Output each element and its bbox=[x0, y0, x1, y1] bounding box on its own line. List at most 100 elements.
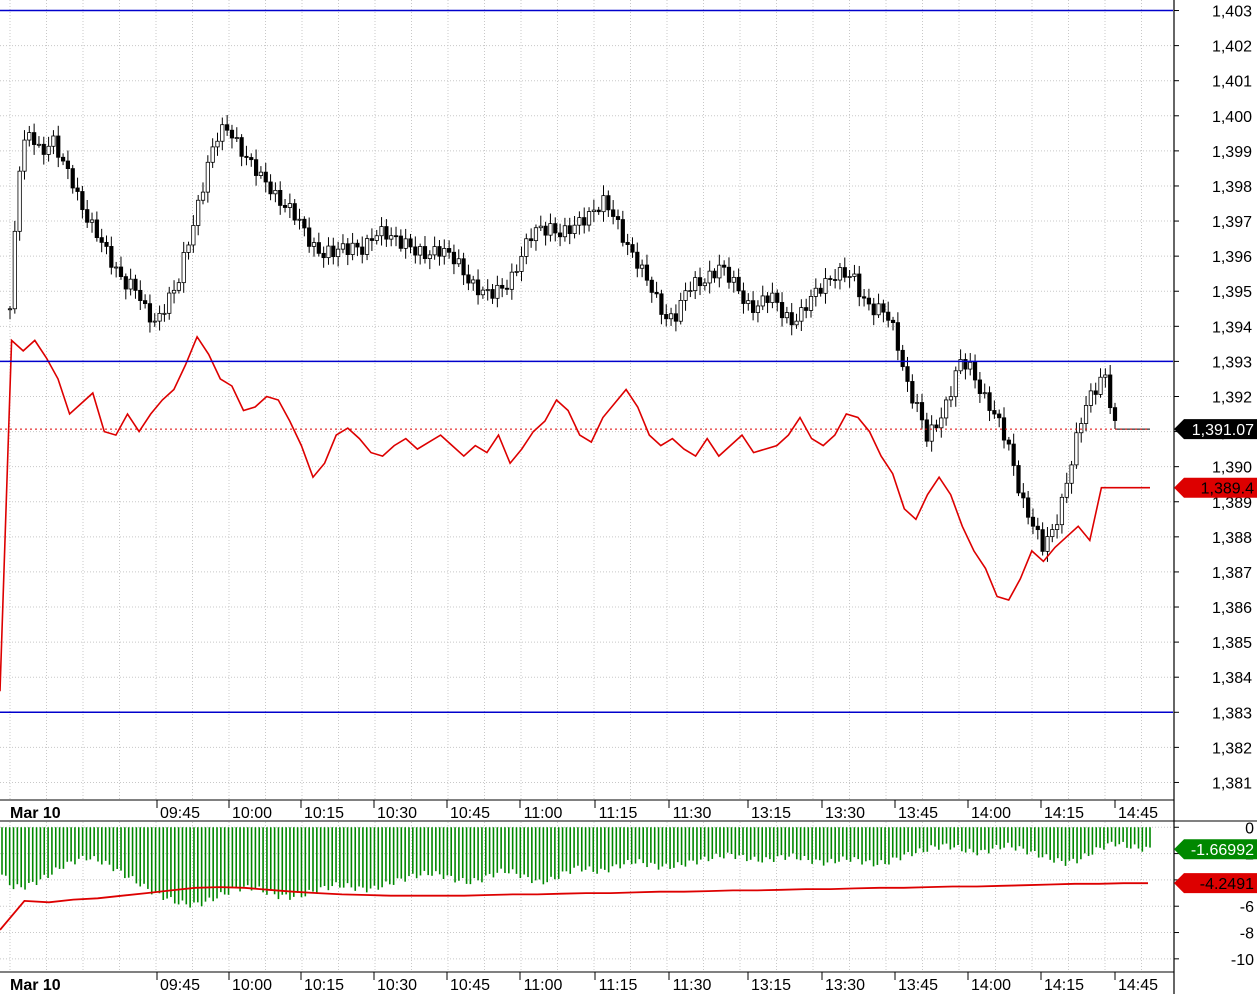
x-tick-label: 10:00 bbox=[232, 805, 272, 822]
price-y-tick-label: 1,399 bbox=[1212, 144, 1252, 161]
candle-body bbox=[741, 290, 746, 304]
candle-body bbox=[712, 270, 717, 279]
candle-body bbox=[707, 270, 712, 284]
candle-body bbox=[51, 135, 56, 147]
candle-body bbox=[273, 189, 278, 195]
candle-body bbox=[408, 238, 413, 248]
axes: 1,381 1,382 1,383 1,384 1,385 1,386 1,387 1,388… bbox=[10, 4, 1254, 994]
candle-body bbox=[461, 258, 466, 276]
candle-body bbox=[572, 224, 577, 234]
price-y-tick-label: 1,395 bbox=[1212, 284, 1252, 301]
candle-body bbox=[287, 203, 292, 208]
candle-body bbox=[56, 135, 61, 158]
candle-body bbox=[94, 219, 99, 239]
candle-body bbox=[1069, 464, 1074, 484]
price-horizontal-lines bbox=[0, 9, 1173, 714]
x-tick-label: 13:45 bbox=[898, 977, 938, 994]
candle-body bbox=[292, 203, 297, 221]
candle-body bbox=[977, 379, 982, 394]
candle-body bbox=[99, 237, 104, 243]
signal-line-path bbox=[0, 882, 1148, 931]
candle-body bbox=[1050, 529, 1055, 537]
candle-body bbox=[1098, 376, 1103, 395]
candle-body bbox=[427, 254, 432, 259]
candle-body bbox=[311, 242, 317, 247]
x-tick-label: 09:45 bbox=[160, 977, 200, 994]
candle-body bbox=[910, 381, 915, 404]
candle-body bbox=[398, 235, 403, 249]
candle-body bbox=[837, 267, 843, 281]
candle-body bbox=[644, 264, 650, 281]
last-price-tag-text: 1,391.07 bbox=[1192, 422, 1254, 439]
candle-body bbox=[794, 320, 799, 326]
candle-body bbox=[886, 311, 891, 321]
candle-body bbox=[302, 218, 307, 229]
candle-body bbox=[191, 225, 196, 246]
candle-body bbox=[833, 279, 838, 281]
osc-y-tick-label: -6 bbox=[1240, 899, 1254, 916]
signal-value-tag-bg bbox=[1174, 873, 1257, 894]
candle-body bbox=[80, 191, 85, 210]
candle-body bbox=[413, 246, 418, 256]
price-y-tick-label: 1,396 bbox=[1212, 249, 1252, 266]
candle-body bbox=[85, 209, 90, 223]
candle-body bbox=[1093, 390, 1098, 395]
candle-body bbox=[866, 297, 872, 305]
candle-body bbox=[364, 238, 370, 255]
candle-body bbox=[263, 171, 268, 183]
last-price-tag: 1,391.07 bbox=[1174, 419, 1257, 440]
candle-body bbox=[881, 303, 886, 313]
candle-body bbox=[403, 238, 408, 249]
candle-body bbox=[70, 168, 75, 189]
candle-body bbox=[818, 287, 823, 294]
candle-body bbox=[422, 246, 428, 259]
candle-body bbox=[987, 392, 992, 411]
candle-body bbox=[1059, 496, 1065, 526]
grid-lines bbox=[0, 0, 1173, 972]
candle-body bbox=[1103, 374, 1108, 378]
price-y-tick-label: 1,384 bbox=[1212, 670, 1252, 687]
candle-body bbox=[229, 129, 235, 139]
candle-body bbox=[1021, 492, 1026, 499]
osc-y-tick-label: -10 bbox=[1231, 952, 1254, 969]
signal-value-tag: -4.2491 bbox=[1174, 873, 1257, 894]
candle-body bbox=[664, 314, 669, 320]
candle-body bbox=[138, 289, 143, 301]
candle-body bbox=[321, 252, 326, 259]
candle-body bbox=[611, 209, 616, 217]
candle-body bbox=[1011, 443, 1016, 466]
candle-body bbox=[944, 399, 949, 419]
candle-body bbox=[316, 242, 321, 254]
candle-body bbox=[350, 242, 355, 255]
candle-body bbox=[331, 245, 336, 258]
candle-body bbox=[751, 300, 756, 313]
candle-body bbox=[591, 209, 596, 212]
x-tick-label: 09:45 bbox=[160, 805, 200, 822]
candle-body bbox=[905, 366, 910, 382]
candle-body bbox=[225, 124, 230, 131]
candle-body bbox=[253, 159, 259, 176]
price-y-tick-label: 1,388 bbox=[1212, 530, 1252, 547]
x-date-label: Mar 10 bbox=[10, 805, 61, 822]
candle-body bbox=[736, 276, 741, 292]
x-tick-label: 14:00 bbox=[971, 977, 1011, 994]
candle-body bbox=[567, 225, 572, 234]
candle-body bbox=[46, 145, 51, 155]
x-tick-label: 14:15 bbox=[1044, 805, 1084, 822]
candle-body bbox=[601, 195, 606, 213]
candle-body bbox=[519, 256, 524, 272]
candle-body bbox=[586, 211, 592, 226]
candle-body bbox=[808, 296, 814, 311]
candle-body bbox=[861, 296, 867, 299]
candle-body bbox=[340, 243, 346, 250]
candle-body bbox=[1088, 390, 1093, 406]
candle-body bbox=[360, 246, 365, 255]
candle-body bbox=[239, 137, 244, 157]
candle-body bbox=[143, 300, 148, 305]
x-tick-label: 13:15 bbox=[751, 977, 791, 994]
candle-body bbox=[799, 307, 804, 322]
candle-body bbox=[857, 273, 862, 298]
x-tick-label: 13:30 bbox=[825, 977, 865, 994]
price-y-tick-label: 1,402 bbox=[1212, 39, 1252, 56]
